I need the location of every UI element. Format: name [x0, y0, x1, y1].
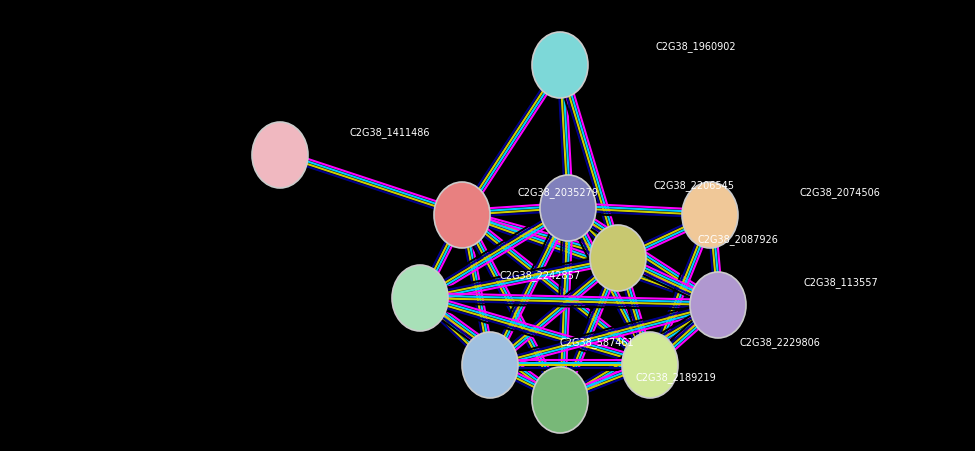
Text: C2G38_2035279: C2G38_2035279: [517, 188, 598, 198]
Ellipse shape: [690, 272, 746, 338]
Ellipse shape: [682, 182, 738, 248]
Ellipse shape: [532, 32, 588, 98]
Text: C2G38_2074506: C2G38_2074506: [800, 188, 880, 198]
Text: C2G38_2087926: C2G38_2087926: [698, 235, 779, 245]
Ellipse shape: [540, 175, 596, 241]
Text: C2G38_2189219: C2G38_2189219: [635, 373, 716, 383]
Ellipse shape: [590, 225, 646, 291]
Ellipse shape: [622, 332, 678, 398]
Ellipse shape: [462, 332, 518, 398]
Ellipse shape: [532, 367, 588, 433]
Text: C2G38_113557: C2G38_113557: [803, 277, 878, 289]
Ellipse shape: [434, 182, 490, 248]
Text: C2G38_2206545: C2G38_2206545: [653, 180, 734, 192]
Ellipse shape: [392, 265, 448, 331]
Text: C2G38_1960902: C2G38_1960902: [655, 41, 735, 52]
Text: C2G38_587461: C2G38_587461: [560, 337, 635, 349]
Text: C2G38_1411486: C2G38_1411486: [350, 128, 431, 138]
Ellipse shape: [252, 122, 308, 188]
Text: C2G38_2242857: C2G38_2242857: [500, 271, 581, 281]
Text: C2G38_2229806: C2G38_2229806: [740, 337, 821, 349]
